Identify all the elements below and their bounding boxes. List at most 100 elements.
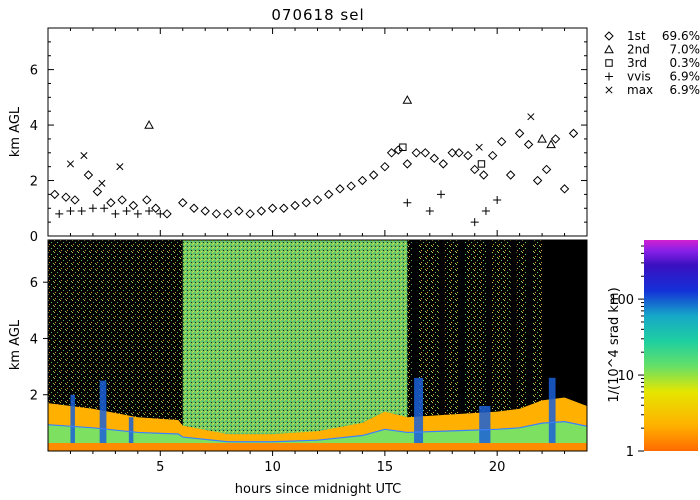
data-point-vvis [493, 195, 502, 204]
data-point-1st [463, 150, 473, 161]
legend-3rd-label: 3rd [627, 56, 647, 70]
data-point-1st [380, 161, 390, 172]
colorbar-tick-label: 1 [626, 445, 634, 460]
data-point-1st [290, 200, 300, 211]
data-point-1st [142, 195, 152, 205]
data-point-1st [393, 145, 404, 155]
bottom-x-tick-label: 15 [377, 460, 394, 475]
legend-max-marker [605, 86, 613, 94]
data-point-1st [312, 195, 323, 205]
data-point-vvis [111, 209, 120, 218]
heatmap-cloud-column [99, 380, 107, 451]
heatmap-streak [485, 240, 492, 451]
data-point-1st [402, 159, 413, 169]
data-point-max [527, 113, 535, 121]
data-point-1st [523, 139, 534, 150]
data-point-1st [346, 181, 356, 191]
legend-1st-percent: 69.6% [662, 29, 700, 43]
colorbar [644, 240, 698, 451]
legend-1st-marker [604, 31, 614, 41]
data-point-1st [550, 134, 561, 144]
data-point-vvis [437, 190, 446, 199]
data-point-vvis [425, 207, 434, 216]
top-panel: 0 2 4 6 [30, 27, 588, 245]
heatmap-cloud-column [70, 394, 75, 451]
legend-2nd-label: 2nd [627, 43, 650, 57]
data-point-1st [211, 209, 222, 219]
data-point-1st [106, 198, 116, 208]
heatmap-surface-strip [48, 443, 587, 451]
data-point-1st [429, 153, 439, 164]
top-y-tick-label: 0 [30, 230, 38, 245]
data-point-1st [335, 184, 345, 194]
data-point-1st [386, 148, 397, 158]
data-point-1st [487, 150, 498, 161]
legend-vvis-label: vvis [627, 70, 651, 84]
data-point-1st [70, 195, 80, 205]
x-axis-label: hours since midnight UTC [235, 482, 401, 497]
data-point-2nd [144, 120, 154, 129]
data-point-1st [279, 203, 289, 213]
data-point-1st [478, 170, 489, 180]
data-point-1st [162, 209, 172, 219]
data-point-max [116, 163, 124, 171]
data-point-1st [541, 164, 552, 175]
heatmap-dense-noise [182, 240, 408, 451]
data-point-vvis [145, 207, 154, 216]
data-point-1st [245, 209, 255, 219]
top-plot-frame [47, 27, 588, 237]
data-point-1st [234, 206, 244, 216]
data-point-vvis [77, 207, 86, 216]
data-point-1st [470, 164, 480, 175]
top-y-axis-label: km AGL [8, 106, 23, 157]
data-point-2nd [546, 139, 556, 149]
data-point-1st [496, 136, 507, 147]
data-point-1st [514, 128, 525, 139]
legend-3rd-percent: 0.3% [670, 56, 700, 70]
data-point-1st [222, 209, 233, 219]
data-point-1st [454, 148, 464, 158]
bottom-x-tick-label: 5 [156, 460, 164, 475]
data-point-1st [50, 189, 60, 200]
data-point-vvis [55, 209, 64, 218]
top-y-tick-label: 2 [30, 175, 38, 190]
top-y-tick-label: 4 [30, 119, 38, 134]
colorbar-axis: 1 10 100 [609, 245, 644, 460]
data-point-max [98, 179, 106, 187]
data-point-vvis [481, 207, 490, 216]
chart-title: 070618 sel [271, 6, 364, 24]
heatmap-cloud-column [479, 405, 491, 451]
heatmap-cloud-column [414, 377, 424, 451]
bottom-y-tick-label: 4 [30, 332, 38, 347]
data-point-vvis [470, 218, 479, 227]
colorbar-label: 1/(10^4 srad km) [607, 287, 622, 402]
heatmap-cloud-column [548, 377, 556, 451]
data-point-3rd [399, 143, 407, 151]
legend-vvis-marker [605, 72, 613, 81]
legend-1st-label: 1st [627, 29, 646, 43]
data-point-1st [447, 148, 457, 158]
data-point-1st [189, 203, 199, 213]
heatmap-streak [411, 240, 418, 451]
data-point-1st [128, 200, 139, 211]
data-point-1st [61, 192, 71, 202]
heatmap-streak [510, 240, 517, 451]
data-point-max [66, 160, 75, 168]
top-y-tick-label: 6 [30, 64, 38, 79]
bottom-y-tick-label: 2 [30, 389, 38, 404]
data-point-1st [438, 159, 448, 169]
data-point-max [475, 143, 483, 151]
heatmap-layer-line [47, 420, 588, 443]
data-point-1st [568, 128, 579, 139]
data-point-1st [357, 175, 368, 186]
data-point-vvis [156, 209, 165, 218]
data-point-vvis [100, 204, 109, 213]
heatmap-cloud-column [128, 417, 134, 451]
legend-vvis-percent: 6.9% [670, 70, 700, 84]
top-panel-markers [50, 95, 579, 227]
heatmap-streak [458, 240, 465, 451]
legend-max-percent: 6.9% [670, 83, 700, 97]
data-point-1st [532, 175, 543, 186]
bottom-x-tick-label: 10 [264, 460, 281, 475]
data-point-vvis [66, 207, 75, 216]
